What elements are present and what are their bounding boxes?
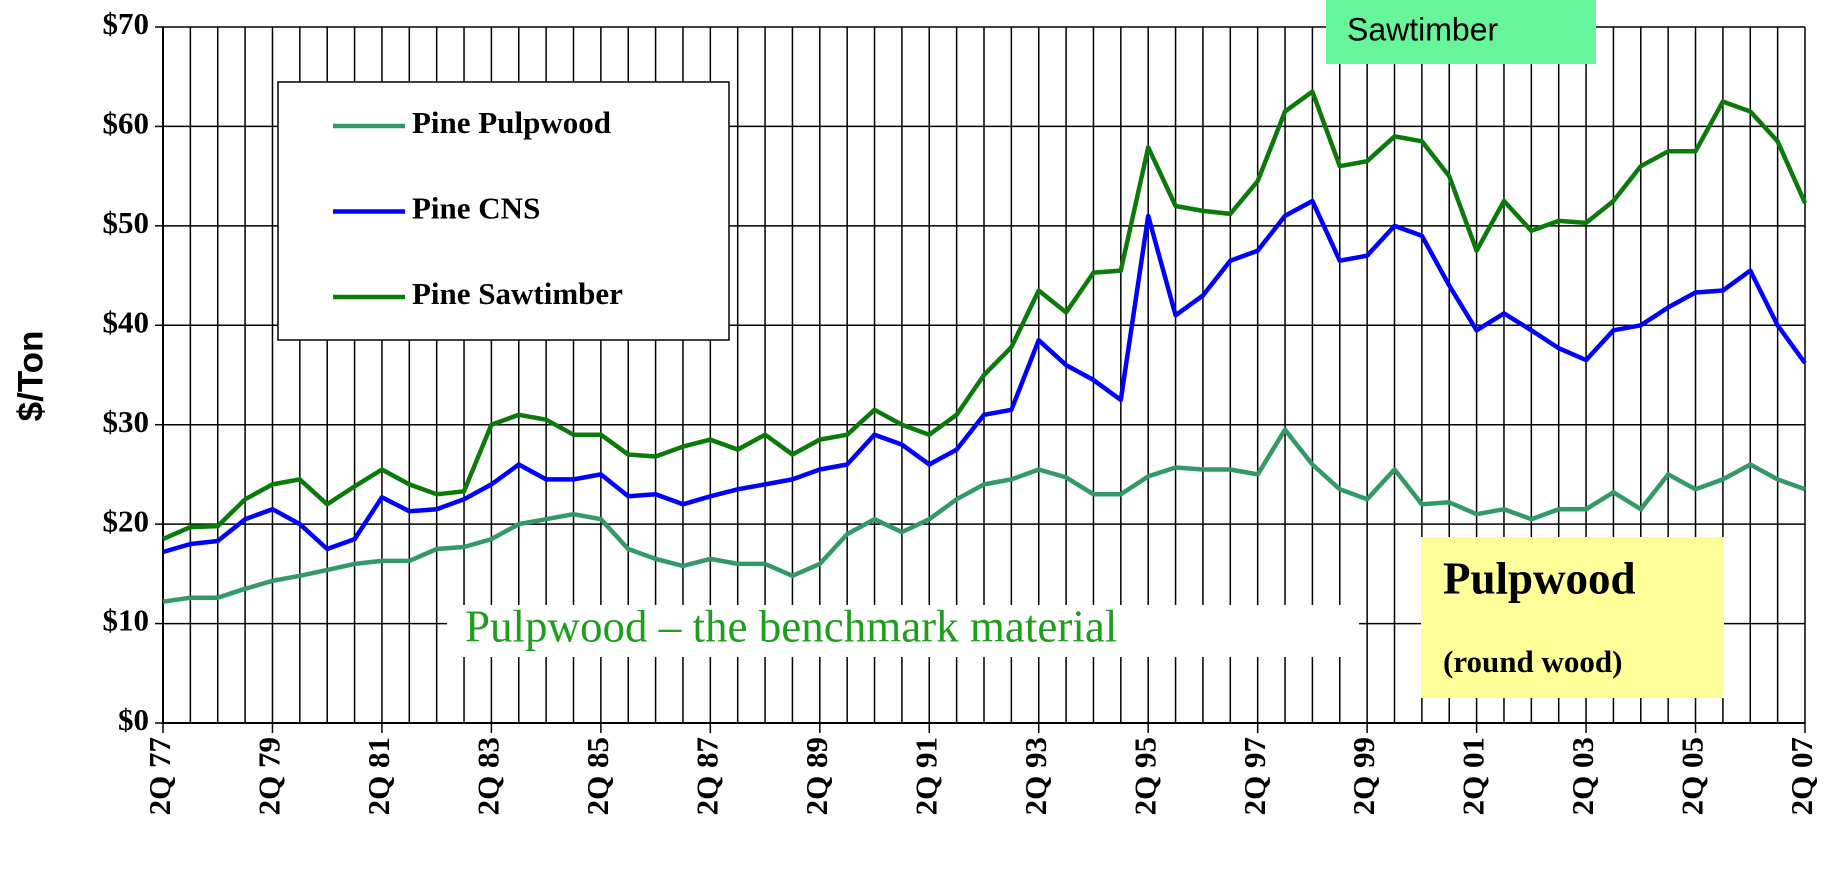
x-tick-label: 2Q 97 [1237, 737, 1272, 815]
legend-label: Pine Pulpwood [412, 105, 611, 140]
x-tick-label: 2Q 01 [1456, 737, 1491, 815]
y-tick-label: $60 [103, 106, 150, 141]
annotation-box [1326, 0, 1596, 64]
x-tick-label: 2Q 81 [361, 737, 396, 815]
annotation: (round wood) [1443, 644, 1622, 679]
x-tick-label: 2Q 89 [799, 737, 834, 815]
x-tick-label: 2Q 05 [1675, 737, 1710, 815]
y-tick-label: $30 [103, 404, 150, 439]
x-tick-label: 2Q 79 [252, 737, 287, 815]
series-line [162, 427, 1806, 604]
x-tick-label: 2Q 03 [1565, 737, 1600, 815]
y-tick-label: $20 [103, 503, 150, 538]
legend-label: Pine Sawtimber [412, 276, 623, 311]
legend-label: Pine CNS [412, 191, 540, 226]
annotation-box [1421, 537, 1724, 698]
x-tick-label: 2Q 77 [142, 737, 177, 815]
y-tick-label: $40 [103, 304, 150, 339]
x-tick-label: 2Q 91 [908, 737, 943, 815]
x-tick-label: 2Q 85 [580, 737, 615, 815]
x-tick-label: 2Q 93 [1018, 737, 1053, 815]
x-tick-label: 2Q 07 [1784, 737, 1819, 815]
y-tick-label: $0 [118, 702, 149, 737]
overlays: Pulpwood – the benchmark material Sawtim… [11, 0, 1724, 698]
grid: $0 $10 $20 $30 $40 $50 $60 $70 2Q 77 2Q 79 2Q 81 2Q… [103, 6, 1820, 815]
lines [162, 89, 1808, 604]
annotation-background [447, 605, 1359, 657]
y-tick-label: $70 [103, 6, 150, 41]
x-tick-label: 2Q 99 [1346, 737, 1381, 815]
y-tick-label: $10 [103, 603, 150, 638]
annotation: Pulpwood – the benchmark material [465, 601, 1117, 651]
x-tick-label: 2Q 87 [689, 737, 724, 815]
series-line [162, 198, 1807, 555]
x-tick-label: 2Q 83 [471, 737, 506, 815]
x-tick-label: 2Q 95 [1127, 737, 1162, 815]
series-line [162, 89, 1808, 542]
annotation: Sawtimber [1347, 11, 1499, 47]
y-axis-label: $/Ton [11, 331, 50, 422]
y-tick-label: $50 [103, 205, 150, 240]
annotation: Pulpwood [1443, 553, 1636, 603]
